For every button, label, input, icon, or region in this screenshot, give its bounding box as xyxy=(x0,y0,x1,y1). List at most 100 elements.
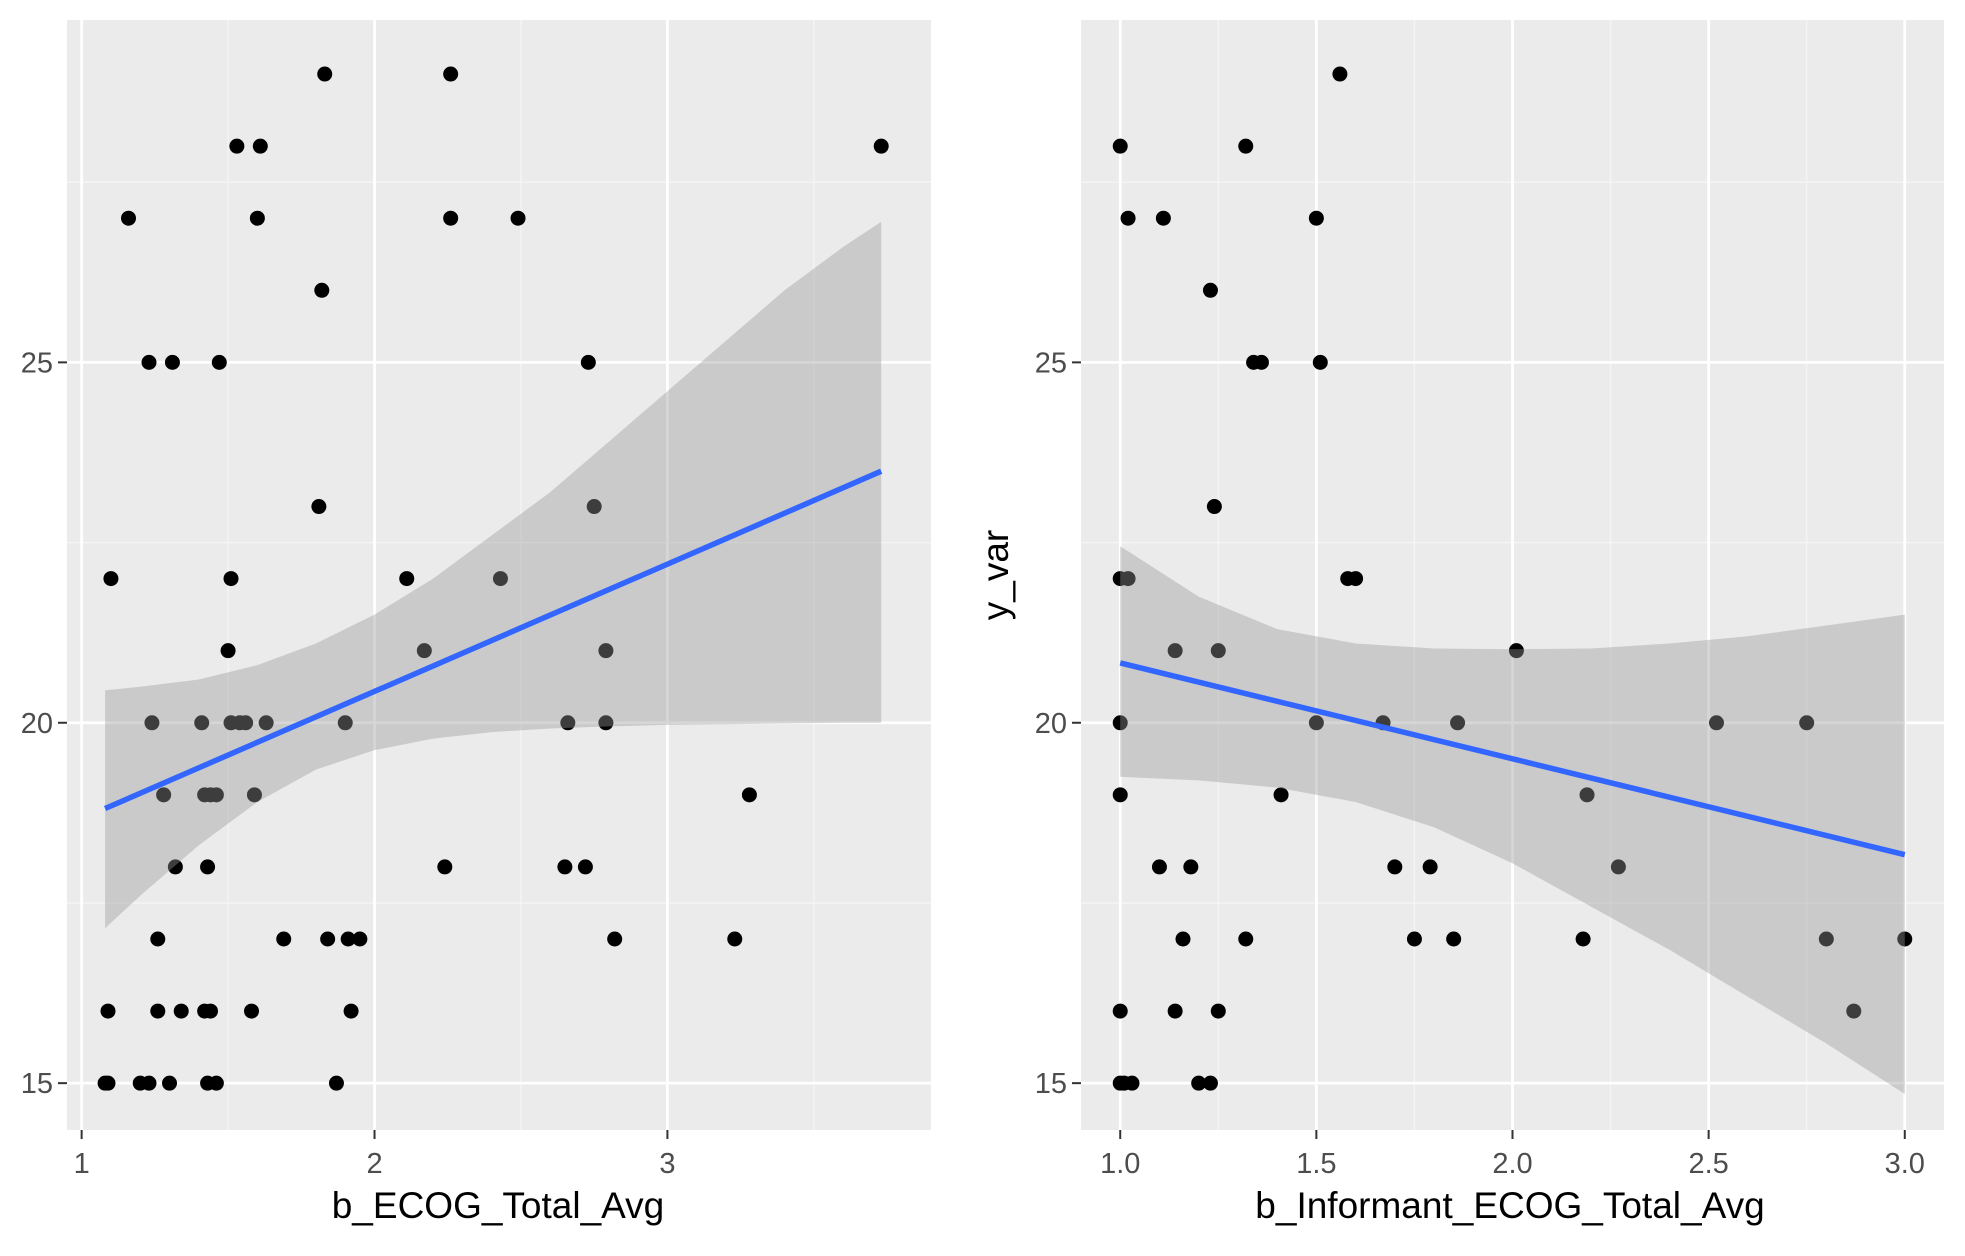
right-x-tick-label: 1.5 xyxy=(1296,1148,1336,1180)
data-point xyxy=(276,931,292,947)
data-point xyxy=(103,571,119,587)
data-point xyxy=(1332,66,1348,82)
data-point xyxy=(1422,859,1438,875)
data-point xyxy=(121,210,137,226)
data-point xyxy=(1387,859,1403,875)
data-point xyxy=(443,210,459,226)
left-y-tick-label: 25 xyxy=(21,347,53,379)
data-point xyxy=(317,66,333,82)
data-point xyxy=(492,571,508,587)
data-point xyxy=(1210,643,1226,659)
data-point xyxy=(1202,282,1218,298)
right-confidence-band xyxy=(1120,546,1905,1094)
data-point xyxy=(100,1003,116,1019)
data-point xyxy=(244,1003,260,1019)
data-point xyxy=(510,210,526,226)
data-point xyxy=(141,1075,157,1091)
data-point xyxy=(1818,931,1834,947)
data-point xyxy=(208,787,224,803)
right-y-tick-label: 25 xyxy=(1035,347,1067,379)
data-point xyxy=(607,931,623,947)
data-point xyxy=(328,1075,344,1091)
data-point xyxy=(220,643,236,659)
data-point xyxy=(1112,1003,1128,1019)
left-axes: 1 2 3 15 20 25 xyxy=(21,347,676,1180)
data-point xyxy=(577,859,593,875)
data-point xyxy=(1112,138,1128,154)
data-point xyxy=(1124,1075,1140,1091)
data-point xyxy=(1610,859,1626,875)
data-point xyxy=(399,571,415,587)
data-point xyxy=(1206,499,1222,515)
data-point xyxy=(249,210,265,226)
data-point xyxy=(337,715,353,731)
data-point xyxy=(1238,138,1254,154)
data-point xyxy=(1210,1003,1226,1019)
data-point xyxy=(727,931,743,947)
data-point xyxy=(1508,643,1524,659)
data-point xyxy=(252,138,268,154)
left-panel: b_ECOG_Total_Avg 1 2 3 15 20 25 xyxy=(21,20,931,1226)
right-x-tick-label: 3.0 xyxy=(1885,1148,1925,1180)
data-point xyxy=(238,715,254,731)
data-point xyxy=(741,787,757,803)
right-y-axis-title: y_var xyxy=(975,530,1016,620)
data-point xyxy=(598,643,614,659)
data-point xyxy=(443,66,459,82)
data-point xyxy=(211,354,227,370)
right-x-axis-title: b_Informant_ECOG_Total_Avg xyxy=(1255,1185,1764,1226)
data-point xyxy=(1155,210,1171,226)
data-point xyxy=(258,715,274,731)
data-point xyxy=(150,1003,166,1019)
data-point xyxy=(586,499,602,515)
data-point xyxy=(1183,859,1199,875)
data-point xyxy=(1167,1003,1183,1019)
left-x-tick-label: 2 xyxy=(366,1148,382,1180)
data-point xyxy=(194,715,210,731)
data-point xyxy=(1348,571,1364,587)
data-point xyxy=(173,1003,189,1019)
data-point xyxy=(1312,354,1328,370)
data-point xyxy=(200,859,216,875)
data-point xyxy=(1308,715,1324,731)
data-point xyxy=(580,354,596,370)
data-point xyxy=(1406,931,1422,947)
data-point xyxy=(416,643,432,659)
data-point xyxy=(203,1003,219,1019)
data-point xyxy=(229,138,245,154)
data-point xyxy=(162,1075,178,1091)
right-panel: b_Informant_ECOG_Total_Avg y_var 1.0 1.5 2… xyxy=(975,20,1944,1226)
right-y-tick-label: 15 xyxy=(1035,1068,1067,1100)
left-points xyxy=(97,66,889,1091)
data-point xyxy=(1202,1075,1218,1091)
data-point xyxy=(1799,715,1815,731)
left-x-axis-title: b_ECOG_Total_Avg xyxy=(332,1185,665,1226)
data-point xyxy=(352,931,368,947)
right-y-tick-label: 20 xyxy=(1035,708,1067,740)
data-point xyxy=(1120,210,1136,226)
data-point xyxy=(1253,354,1269,370)
data-point xyxy=(1897,931,1913,947)
left-x-tick-label: 1 xyxy=(74,1148,90,1180)
left-y-tick-label: 15 xyxy=(21,1068,53,1100)
left-y-tick-label: 20 xyxy=(21,708,53,740)
data-point xyxy=(1112,787,1128,803)
data-point xyxy=(437,859,453,875)
data-point xyxy=(311,499,327,515)
right-fit-line xyxy=(1119,660,1906,858)
right-axes: 1.0 1.5 2.0 2.5 3.0 15 20 25 xyxy=(1035,347,1925,1180)
left-x-tick-label: 3 xyxy=(659,1148,675,1180)
data-point xyxy=(1175,931,1191,947)
data-point xyxy=(1450,715,1466,731)
data-point xyxy=(1167,643,1183,659)
data-point xyxy=(141,354,157,370)
right-points xyxy=(1112,66,1913,1091)
data-point xyxy=(560,715,576,731)
data-point xyxy=(208,1075,224,1091)
data-point xyxy=(1151,859,1167,875)
data-point xyxy=(164,354,180,370)
data-point xyxy=(144,715,160,731)
data-point xyxy=(320,931,336,947)
